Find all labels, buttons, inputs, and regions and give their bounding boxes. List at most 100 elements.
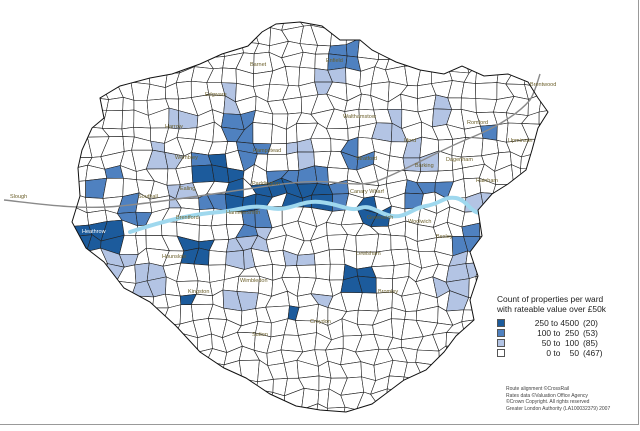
ward [405,24,424,45]
ward [133,307,153,327]
ward [192,26,211,46]
ward [72,206,74,228]
ward [266,405,287,412]
ward [78,95,89,116]
label-southall: Southall [138,194,158,200]
ward [86,362,108,376]
ward [161,221,178,237]
ward [61,226,72,239]
ward [86,305,110,323]
ward [222,388,244,410]
ward [385,402,407,412]
ward [554,67,572,86]
label-heathrow: Heathrow [82,229,106,235]
ward [464,404,480,412]
ward [115,38,140,57]
river-thames [128,195,488,234]
ward [118,55,140,70]
ward [251,405,269,412]
ward [72,152,76,169]
ward [434,169,454,183]
ward [175,80,192,100]
ward [435,374,454,397]
ward [221,27,242,46]
ward [73,303,89,326]
label-barking: Barking [415,163,434,169]
ward [116,401,136,412]
ward [72,363,78,381]
ward [477,24,498,40]
ward [251,388,274,407]
label-stratford: Stratford [356,156,377,162]
ward [434,392,454,411]
ward [205,26,227,46]
ward [72,42,93,60]
ward [538,221,548,240]
ward [130,66,151,85]
ward [72,265,95,283]
ward [190,361,213,379]
ward [315,403,329,412]
ward [104,292,124,311]
label-walthamstow: Walthamstow [343,114,376,120]
ward [210,394,224,410]
ward [72,68,94,87]
ward [161,406,185,412]
ward [341,22,359,32]
ward [477,294,493,312]
ward [496,38,514,58]
ward [72,22,74,31]
ward [130,23,149,41]
ward [121,109,135,130]
ward [434,22,449,29]
ward [401,390,422,406]
ward [89,281,107,298]
ward [475,22,498,27]
label-wimbledon: Wimbledon [240,278,268,284]
ward [72,95,80,116]
ward [419,404,436,412]
ward [72,303,80,326]
ward [221,67,237,84]
ward [190,375,214,396]
ward [392,262,410,280]
legend-title-line2: with rateable value over £50k [497,304,606,314]
ward [237,405,253,412]
ward [415,41,439,59]
ward [554,239,571,254]
ward [330,29,347,47]
ward [286,151,300,171]
ward [205,22,230,28]
ward [506,262,526,281]
ward [149,361,170,382]
ward [449,362,466,381]
ward [505,205,530,225]
ward [506,37,524,58]
label-slough: Slough [10,194,27,200]
ward [72,113,80,127]
ward [446,22,465,29]
ward [72,122,77,144]
ward [449,378,466,393]
ward [482,318,497,339]
credit-line: ©Crown Copyright. All rights reserved [506,399,590,405]
ward [104,53,122,71]
ward [385,22,406,32]
legend-item: 100 to 250 (53) [497,328,637,338]
ward [106,96,124,112]
ward [72,80,80,101]
ward [522,24,545,43]
ward [210,404,228,412]
label-enfield: Enfield [326,58,343,64]
ward [105,401,118,412]
ward [151,348,167,364]
ward [520,194,544,211]
ward [434,408,449,412]
outline [71,21,549,413]
ward [192,22,208,33]
ward [190,408,213,412]
ward [296,253,316,266]
ward [447,388,469,409]
ward [522,37,545,58]
ward [89,374,108,391]
